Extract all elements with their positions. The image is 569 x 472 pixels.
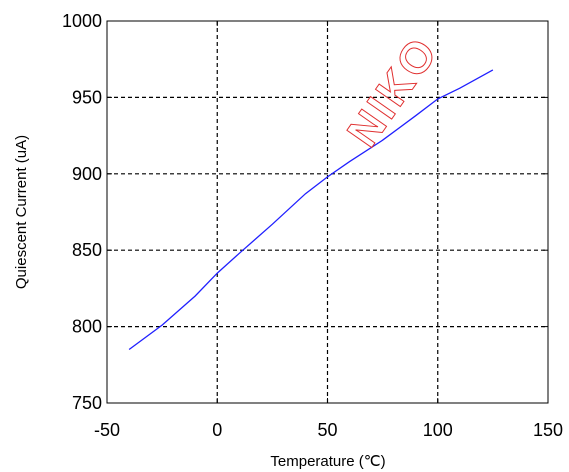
x-axis-label: Temperature (℃) bbox=[270, 453, 385, 470]
grid bbox=[106, 20, 549, 404]
series-layer bbox=[128, 69, 494, 351]
y-tick-label: 900 bbox=[72, 164, 102, 184]
y-tick-label: 850 bbox=[72, 240, 102, 260]
y-tick-label: 1000 bbox=[62, 11, 102, 31]
y-tick-label: 750 bbox=[72, 393, 102, 413]
x-tick-label: 50 bbox=[317, 420, 337, 440]
y-tick-labels: 750 800 850 900 950 1000 bbox=[62, 11, 102, 413]
x-tick-label: 0 bbox=[212, 420, 222, 440]
plot-frame bbox=[106, 20, 549, 404]
x-tick-label: 150 bbox=[533, 420, 563, 440]
y-axis-label: Quiescent Current (uA) bbox=[13, 135, 30, 289]
series-line-0 bbox=[128, 69, 494, 351]
y-tick-label: 950 bbox=[72, 87, 102, 107]
x-tick-label: 100 bbox=[423, 420, 453, 440]
y-tick-label: 800 bbox=[72, 317, 102, 337]
x-tick-label: -50 bbox=[94, 420, 120, 440]
x-tick-labels: -50 0 50 100 150 bbox=[94, 420, 563, 440]
